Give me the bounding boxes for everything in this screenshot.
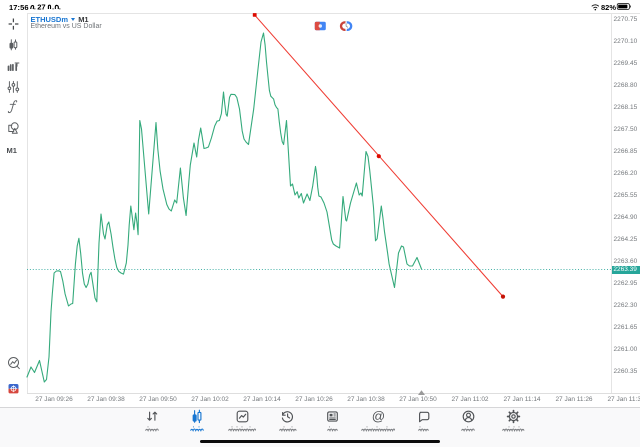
svg-text:@: @: [371, 409, 384, 423]
svg-text:27: 27: [37, 2, 45, 11]
